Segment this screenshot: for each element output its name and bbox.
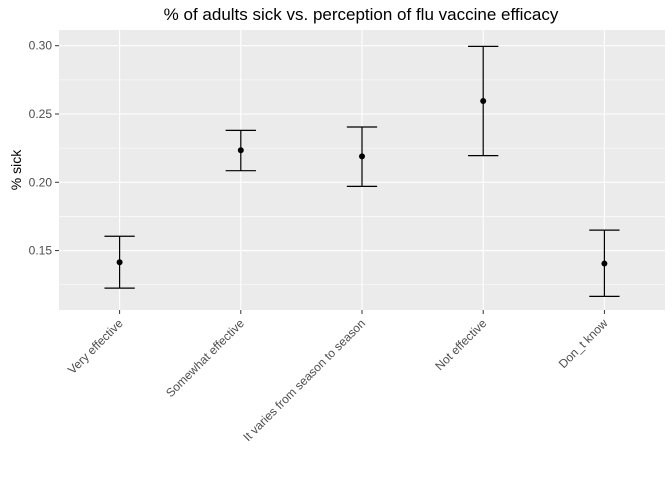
data-point: [480, 98, 487, 105]
y-axis-label: % sick: [8, 149, 24, 190]
data-point: [116, 259, 123, 266]
y-tick-label: 0.15: [29, 244, 53, 258]
x-tick-label: It varies from season to season: [240, 316, 368, 444]
y-axis: 0.15 0.20 0.25 0.30: [29, 39, 59, 258]
errorbars: [104, 45, 620, 297]
points: [116, 98, 608, 267]
data-point: [601, 260, 608, 267]
y-tick-label: 0.20: [29, 175, 53, 189]
data-point: [237, 147, 244, 154]
x-tick-label: Very effective: [65, 316, 126, 377]
x-tick-label: Don_t know: [556, 316, 611, 371]
x-tick-label: Not effective: [432, 316, 489, 373]
chart-title: % of adults sick vs. perception of flu v…: [164, 5, 559, 24]
x-tick-label: Somewhat effective: [163, 316, 247, 400]
y-tick-label: 0.25: [29, 107, 53, 121]
data-point: [359, 153, 365, 160]
y-tick-label: 0.30: [29, 39, 53, 53]
